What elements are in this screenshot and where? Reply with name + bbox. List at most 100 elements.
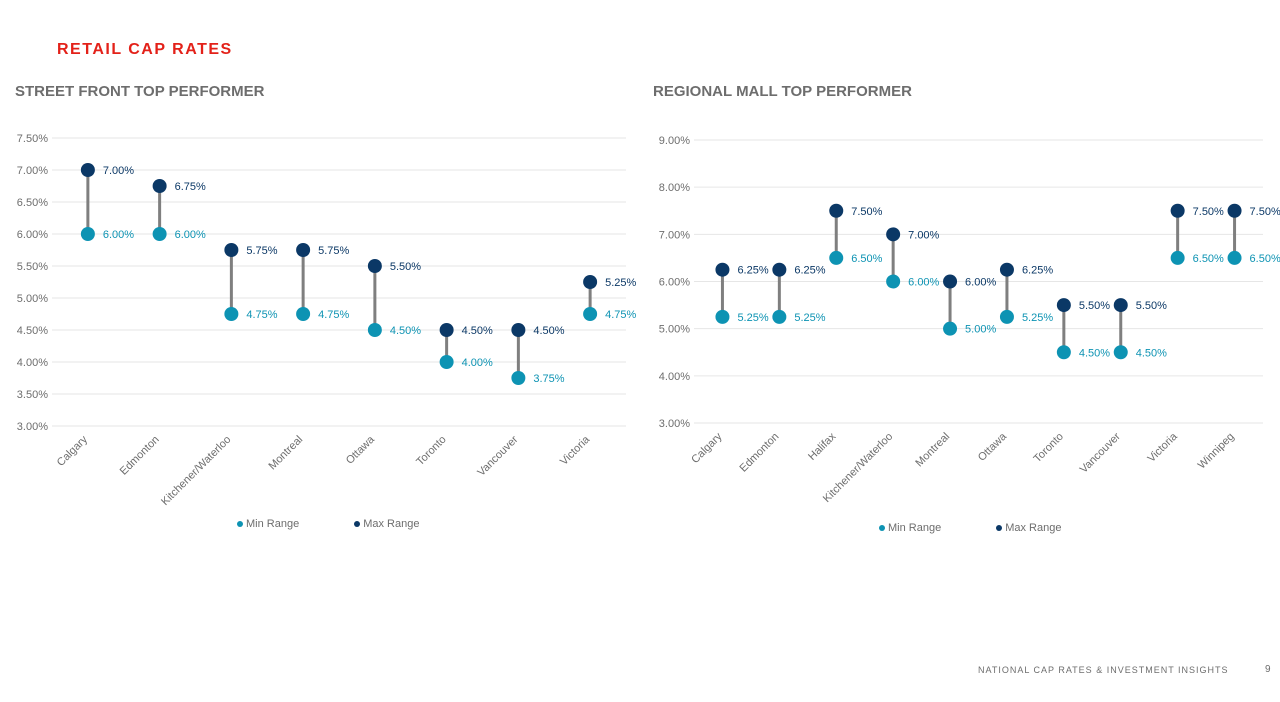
max-point-montreal — [943, 274, 958, 289]
legend-item-max: Max Range — [354, 518, 419, 530]
max-data-label-winnipeg: 7.50% — [1250, 206, 1280, 218]
min-point-kitchener-waterloo — [886, 274, 901, 289]
y-tick-label: 4.50% — [17, 325, 48, 337]
x-tick-label-vancouver: Vancouver — [1078, 430, 1123, 475]
max-point-toronto — [439, 323, 454, 337]
legend-max-dot — [996, 525, 1003, 531]
x-tick-label-edmonton: Edmonton — [738, 431, 782, 475]
max-data-label-victoria: 7.50% — [1193, 206, 1224, 218]
x-tick-label-toronto: Toronto — [1032, 431, 1066, 465]
max-data-label-vancouver: 4.50% — [533, 325, 564, 337]
max-point-edmonton — [772, 262, 787, 277]
max-point-winnipeg — [1227, 203, 1242, 218]
y-tick-label: 5.50% — [17, 261, 48, 273]
x-tick-label-winnipeg: Winnipeg — [1196, 431, 1237, 472]
legend-max-dot — [354, 521, 361, 527]
x-tick-label-halifax: Halifax — [806, 430, 839, 463]
min-point-winnipeg — [1227, 250, 1242, 265]
min-data-label-winnipeg: 6.50% — [1250, 253, 1280, 265]
max-data-label-montreal: 6.00% — [965, 277, 996, 289]
legend-max-label: Max Range — [363, 518, 420, 530]
min-point-vancouver — [511, 371, 526, 385]
min-point-victoria — [583, 307, 598, 321]
min-data-label-toronto: 4.00% — [462, 357, 493, 369]
max-point-kitchener-waterloo — [224, 243, 239, 257]
min-point-toronto — [1056, 345, 1071, 360]
min-point-edmonton — [152, 227, 167, 241]
y-tick-label: 7.50% — [17, 133, 48, 145]
chart-title-street-front: STREET FRONT TOP PERFORMER — [15, 83, 265, 100]
y-tick-label: 6.00% — [17, 229, 48, 241]
max-data-label-calgary: 6.25% — [737, 265, 768, 277]
max-point-calgary — [715, 262, 730, 277]
legend-min-dot — [879, 525, 885, 531]
legend-min-dot — [237, 521, 243, 527]
max-data-label-ottawa: 6.25% — [1022, 265, 1053, 277]
legend-max-label: Max Range — [1005, 522, 1062, 534]
max-point-victoria — [1170, 203, 1185, 218]
footer-text: NATIONAL CAP RATES & INVESTMENT INSIGHTS — [978, 665, 1229, 675]
y-tick-label: 3.00% — [17, 421, 48, 433]
max-point-kitchener-waterloo — [886, 227, 901, 242]
max-point-ottawa — [999, 262, 1014, 277]
legend-street-front: Min Range Max Range — [237, 518, 419, 530]
max-data-label-montreal: 5.75% — [318, 245, 349, 257]
max-point-edmonton — [152, 179, 167, 193]
x-tick-label-victoria: Victoria — [1145, 430, 1180, 465]
min-point-kitchener-waterloo — [224, 307, 239, 321]
min-data-label-ottawa: 5.25% — [1022, 312, 1053, 324]
y-tick-label: 3.50% — [17, 389, 48, 401]
min-point-calgary — [80, 227, 95, 241]
min-data-label-edmonton: 6.00% — [175, 229, 206, 241]
y-tick-label: 7.00% — [659, 229, 690, 241]
min-point-halifax — [829, 250, 844, 265]
y-tick-label: 3.00% — [659, 418, 690, 430]
min-point-victoria — [1170, 250, 1185, 265]
legend-item-min: Min Range — [879, 522, 941, 534]
min-point-toronto — [439, 355, 454, 369]
y-tick-label: 4.00% — [659, 371, 690, 383]
street-front-chart: 3.00% 3.50% 4.00% 4.50% 5.00% 5.50% 6.00% 6.50%… — [17, 133, 637, 508]
y-tick-label: 5.00% — [17, 293, 48, 305]
regional-mall-chart: 3.00% 4.00% 5.00% 6.00% 7.00% 8.00% 9.00% Calga… — [659, 135, 1280, 505]
min-data-label-ottawa: 4.50% — [390, 325, 421, 337]
min-data-label-calgary: 5.25% — [737, 312, 768, 324]
max-data-label-victoria: 5.25% — [605, 277, 636, 289]
legend-min-label: Min Range — [888, 522, 942, 534]
max-data-label-toronto: 5.50% — [1079, 300, 1110, 312]
y-tick-label: 5.00% — [659, 324, 690, 336]
max-data-label-edmonton: 6.75% — [175, 181, 206, 193]
y-tick-label: 7.00% — [17, 165, 48, 177]
legend-min-label: Min Range — [246, 518, 300, 530]
max-point-toronto — [1056, 298, 1071, 313]
min-data-label-victoria: 4.75% — [605, 309, 636, 321]
x-tick-label-calgary: Calgary — [689, 430, 725, 466]
max-point-victoria — [583, 275, 598, 289]
chart-title-regional-mall: REGIONAL MALL TOP PERFORMER — [653, 83, 912, 100]
y-tick-label: 4.00% — [17, 357, 48, 369]
y-tick-label: 9.00% — [659, 135, 690, 147]
min-point-montreal — [943, 321, 958, 336]
min-point-vancouver — [1113, 345, 1128, 360]
min-data-label-calgary: 6.00% — [103, 229, 134, 241]
x-tick-label-montreal: Montreal — [913, 431, 952, 470]
max-point-ottawa — [367, 259, 382, 273]
max-data-label-kitchener-waterloo: 5.75% — [246, 245, 277, 257]
max-data-label-vancouver: 5.50% — [1136, 300, 1167, 312]
max-data-label-halifax: 7.50% — [851, 206, 882, 218]
page-title: RETAIL CAP RATES — [57, 41, 233, 58]
max-point-halifax — [829, 203, 844, 218]
y-tick-label: 8.00% — [659, 182, 690, 194]
max-data-label-toronto: 4.50% — [462, 325, 493, 337]
min-point-edmonton — [772, 309, 787, 324]
min-data-label-montreal: 4.75% — [318, 309, 349, 321]
x-tick-label-ottawa: Ottawa — [976, 430, 1010, 464]
min-point-montreal — [296, 307, 311, 321]
max-point-calgary — [80, 163, 95, 177]
min-data-label-toronto: 4.50% — [1079, 347, 1110, 359]
legend-regional-mall: Min Range Max Range — [879, 522, 1061, 534]
legend-item-max: Max Range — [996, 522, 1061, 534]
min-data-label-edmonton: 5.25% — [794, 312, 825, 324]
min-data-label-vancouver: 3.75% — [533, 373, 564, 385]
max-data-label-edmonton: 6.25% — [794, 265, 825, 277]
